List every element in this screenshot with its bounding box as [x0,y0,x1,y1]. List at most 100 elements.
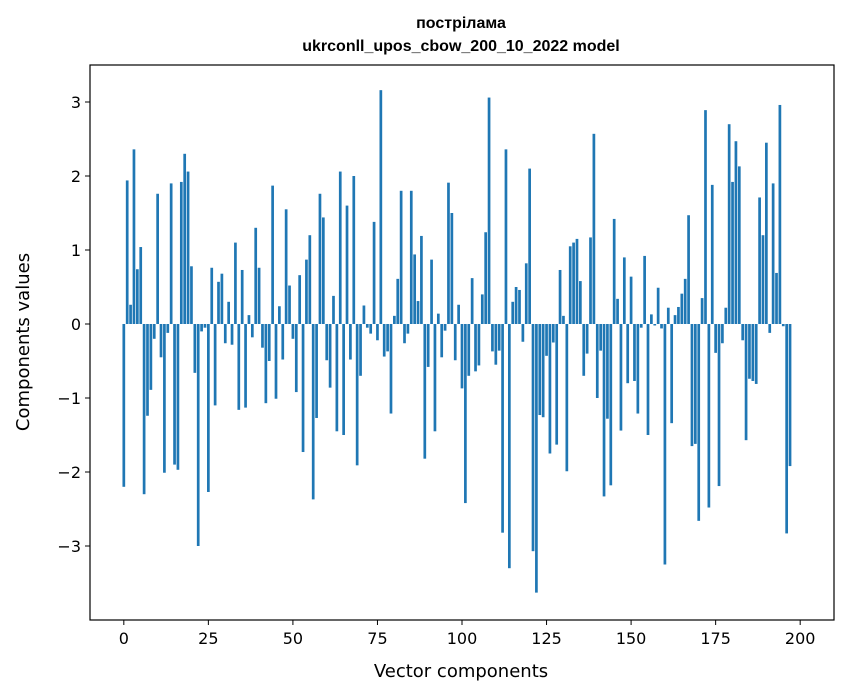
bar-153 [639,324,643,328]
bar-67 [349,324,352,360]
bar-17 [179,181,183,324]
x-tick-label: 150 [616,629,647,648]
bar-108 [487,97,491,324]
bar-99 [457,304,460,324]
bar-148 [622,257,626,324]
bar-0 [122,324,126,487]
bar-11 [159,324,163,358]
bar-157 [653,324,657,326]
bar-150 [629,276,633,324]
bar-144 [609,324,613,486]
bar-170 [697,324,701,521]
bar-7 [146,324,149,416]
bar-164 [677,306,680,324]
bar-111 [497,324,501,351]
bar-105 [477,324,481,366]
bar-55 [308,235,312,324]
bar-102 [467,324,471,376]
bar-163 [673,315,677,324]
bar-47 [281,324,285,360]
bar-41 [261,324,264,348]
x-tick-label: 0 [119,629,129,648]
bar-166 [683,278,687,324]
y-tick-label: −2 [57,463,81,482]
chart-title: пострілама [416,15,506,32]
x-tick-label: 175 [700,629,731,648]
bar-134 [575,238,579,324]
bar-77 [382,324,386,357]
bar-110 [494,324,498,365]
bar-83 [403,324,406,344]
bar-63 [335,324,339,432]
bar-161 [666,307,670,324]
bar-98 [453,324,457,361]
bar-43 [267,324,271,361]
bar-121 [531,324,535,552]
bar-46 [278,306,281,324]
bar-126 [548,324,552,454]
y-tick-label: −1 [57,389,81,408]
bar-128 [555,324,559,445]
y-tick-label: 0 [71,315,81,334]
bar-188 [758,197,761,324]
bar-40 [257,267,261,324]
bar-61 [328,324,332,388]
bar-162 [670,324,674,424]
bar-54 [305,259,308,324]
x-tick-label: 50 [283,629,303,648]
bar-103 [470,278,474,324]
bar-132 [568,246,572,324]
bar-75 [376,324,379,341]
bar-156 [650,314,653,324]
bar-24 [203,324,207,328]
bar-68 [352,176,356,324]
bar-186 [751,324,755,381]
bar-49 [288,285,291,324]
bar-149 [626,324,630,384]
bar-32 [230,324,234,345]
bar-193 [775,272,778,324]
bar-15 [173,324,176,465]
bar-154 [643,255,646,324]
bar-174 [710,184,714,324]
bar-172 [704,110,707,324]
bar-185 [748,324,751,379]
bar-94 [440,324,444,358]
bar-191 [768,324,772,333]
bar-96 [447,182,450,324]
bar-29 [220,273,224,324]
bar-37 [247,315,251,324]
bar-180 [731,181,734,324]
bar-196 [785,324,789,534]
bar-58 [318,193,322,324]
bar-50 [291,324,295,339]
bar-168 [690,324,694,447]
x-tick-label: 25 [198,629,218,648]
bar-109 [491,324,494,352]
bar-36 [244,324,247,408]
bar-4 [135,269,139,324]
bar-34 [237,324,241,410]
bar-138 [589,237,592,324]
bar-26 [210,267,214,324]
bar-127 [551,324,555,343]
bar-52 [298,275,302,324]
bar-100 [460,324,464,389]
bar-137 [585,324,589,354]
bar-159 [660,324,663,329]
bar-8 [149,324,153,390]
bar-42 [264,324,268,404]
bar-13 [166,324,170,333]
bar-124 [541,324,545,418]
bar-80 [393,315,396,324]
bar-35 [240,269,244,324]
bar-38 [250,324,254,338]
bar-28 [217,281,220,324]
bar-177 [721,324,724,344]
bar-167 [687,215,690,324]
bar-106 [480,294,484,324]
bar-71 [362,305,366,324]
bar-95 [443,324,447,331]
bar-16 [176,324,180,470]
